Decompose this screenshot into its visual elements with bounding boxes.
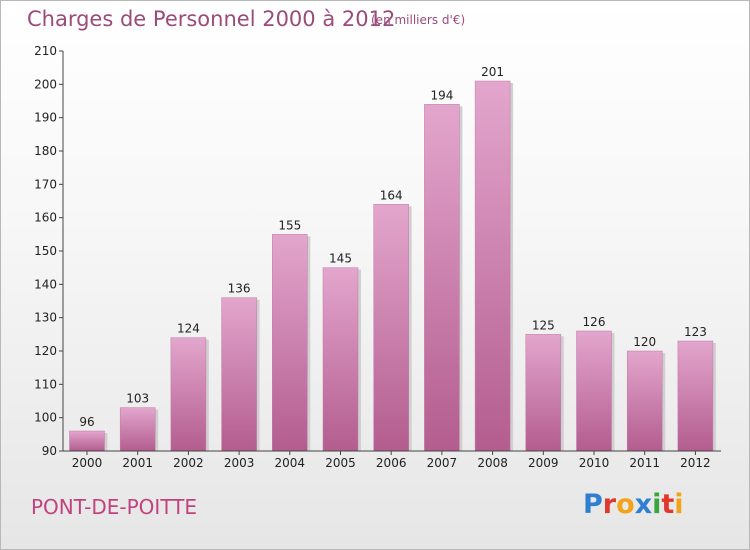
x-tick-label: 2000 (72, 456, 103, 470)
data-label: 125 (532, 318, 555, 332)
data-label: 123 (684, 325, 707, 339)
chart-unit: (en milliers d'€) (371, 13, 466, 27)
y-tick-label: 170 (34, 177, 57, 191)
x-tick-label: 2012 (680, 456, 711, 470)
y-tick-label: 120 (34, 344, 57, 358)
bar (373, 204, 409, 452)
x-tick-label: 2011 (629, 456, 660, 470)
y-tick-label: 180 (34, 144, 57, 158)
data-label: 145 (329, 252, 352, 266)
bar (626, 350, 663, 452)
proxiti-logo[interactable]: Proxiti (583, 489, 684, 520)
x-tick-label: 2003 (224, 456, 255, 470)
x-tick-label: 2001 (122, 456, 153, 470)
x-axis: 2000 2001 2002 2003 2004 2005 2006 2007 2008 2009… (63, 450, 721, 470)
y-tick-label: 100 (34, 411, 57, 425)
commune-name: PONT-DE-POITTE (31, 495, 198, 519)
bar (119, 407, 156, 452)
data-label: 103 (126, 392, 149, 406)
bars: 96 103 124 136 155 145 164 194 201 125 126 120 123 (69, 65, 716, 452)
x-tick-label: 2006 (376, 456, 407, 470)
data-label: 201 (481, 65, 504, 79)
bar (424, 104, 460, 452)
bar (322, 267, 359, 452)
y-tick-label: 210 (34, 44, 57, 58)
bar (525, 334, 562, 452)
bar (474, 80, 511, 452)
x-tick-label: 2005 (325, 456, 356, 470)
data-label: 126 (583, 315, 606, 329)
bar (272, 234, 308, 452)
data-label: 194 (430, 88, 453, 102)
data-label: 96 (79, 415, 94, 429)
x-tick-label: 2004 (275, 456, 306, 470)
y-tick-label: 90 (42, 444, 57, 458)
bar (221, 297, 257, 452)
data-label: 136 (228, 282, 251, 296)
bar (170, 337, 207, 452)
y-tick-label: 150 (34, 244, 57, 258)
data-label: 120 (633, 335, 656, 349)
x-tick-label: 2010 (579, 456, 610, 470)
x-tick-label: 2007 (427, 456, 458, 470)
x-tick-label: 2008 (477, 456, 508, 470)
y-tick-label: 110 (34, 377, 57, 391)
chart-title: Charges de Personnel 2000 à 2012 (27, 7, 396, 31)
bar (677, 340, 714, 452)
y-tick-label: 130 (34, 311, 57, 325)
y-tick-label: 200 (34, 77, 57, 91)
bar (69, 430, 105, 452)
x-tick-label: 2002 (173, 456, 204, 470)
x-tick-label: 2009 (528, 456, 559, 470)
y-tick-label: 140 (34, 277, 57, 291)
y-tick-label: 190 (34, 111, 57, 125)
y-axis: 90 100 110 120 130 140 150 160 170 180 190 200 210 (34, 44, 64, 458)
data-label: 124 (177, 322, 200, 336)
data-label: 155 (278, 218, 301, 232)
y-tick-label: 160 (34, 211, 57, 225)
data-label: 164 (380, 188, 403, 202)
bar (576, 330, 612, 452)
